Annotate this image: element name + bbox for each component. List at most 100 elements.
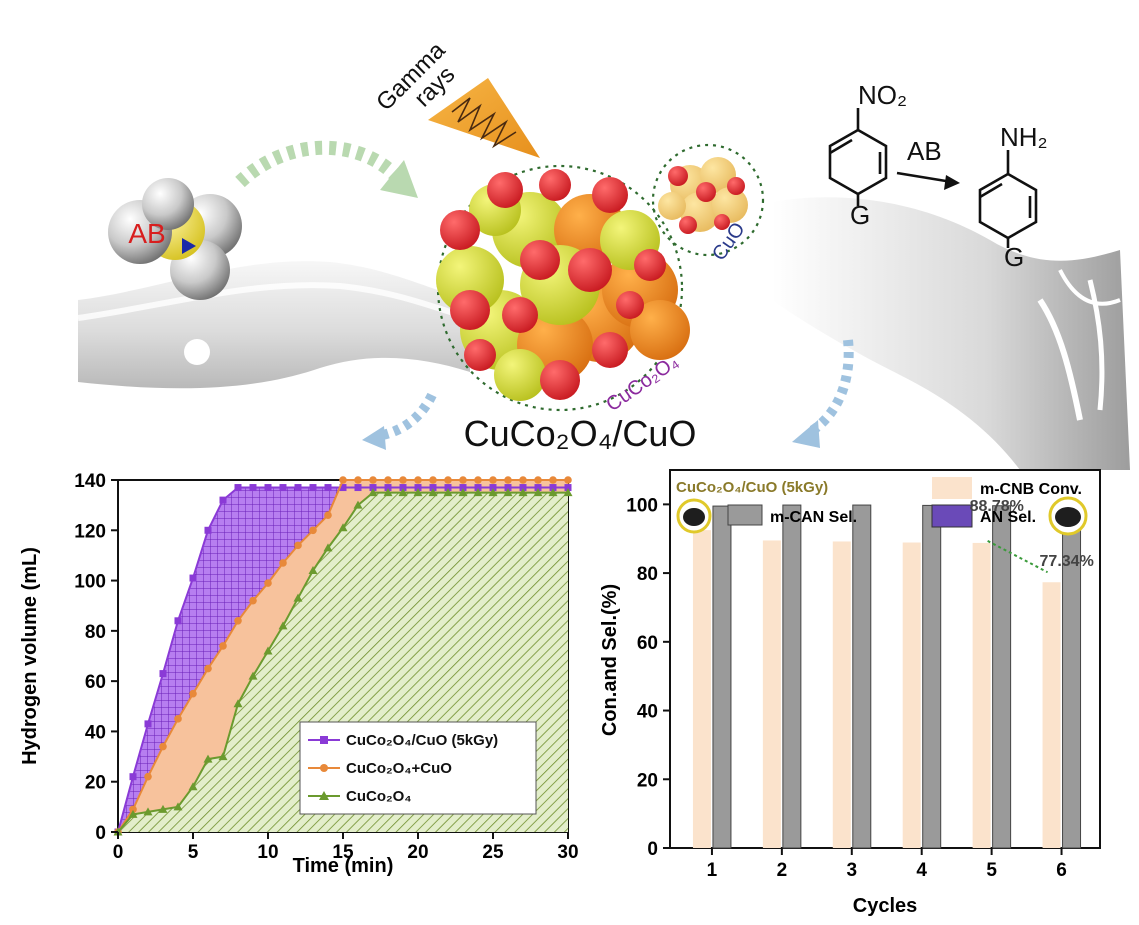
milk-stream-left	[77, 261, 471, 389]
chart1-point	[429, 476, 437, 484]
chart1-legend: CuCo₂O₄/CuO (5kGy) CuCo₂O₄+CuO CuCo₂O₄	[299, 721, 537, 815]
chart2-legend: CuCo₂O₄/CuO (5kGy) m-CAN Sel. m-CNB Conv. A…	[676, 477, 1088, 536]
dashed-arrow-green	[235, 140, 418, 198]
chart1-point	[384, 484, 392, 492]
chart1-point	[489, 484, 497, 492]
chart1-point	[368, 488, 378, 497]
substituent-g-right: G	[1004, 242, 1024, 272]
chart1-point	[383, 488, 393, 497]
dashed-arrow-blue-left	[362, 392, 437, 450]
chart1-y-tick-label: 120	[74, 521, 106, 542]
chart1-point	[429, 484, 437, 492]
chart2-bar-selectivity	[782, 504, 802, 849]
chart1-point	[413, 488, 423, 497]
chart1-point	[159, 670, 167, 678]
dashed-arrow-blue-right	[792, 339, 854, 448]
chart1-point	[549, 476, 557, 484]
ab-label: AB	[128, 218, 165, 249]
chart2-bar-conversion	[762, 540, 781, 848]
chart1-legend-label: CuCo₂O₄+CuO	[346, 760, 452, 777]
chart1-legend-label: CuCo₂O₄	[346, 788, 411, 805]
chart1-point	[203, 754, 213, 763]
annotation-trend-arrow	[987, 540, 1049, 574]
chart2-legend-swatch-conversion	[932, 477, 972, 499]
chart2-bar-selectivity	[992, 505, 1012, 849]
chart2-x-tick-label: 3	[846, 860, 857, 881]
chart1-point	[173, 802, 183, 811]
chart1-y-tick-label: 0	[95, 823, 106, 844]
chart2-y-tick-label: 80	[637, 564, 658, 585]
chart1-point	[204, 664, 212, 673]
chart1-point	[534, 484, 542, 492]
chart2-bar-selectivity	[922, 504, 942, 849]
chart2-bar-selectivity	[712, 505, 732, 849]
catalyst-particle-image-right-core	[1055, 507, 1081, 527]
chart1-x-tick-label: 30	[557, 842, 578, 863]
chart1-point	[279, 559, 287, 567]
chart1-point	[474, 484, 482, 492]
chart2-legend-swatch-an	[931, 504, 973, 528]
chart2-x-axis-label: Cycles	[853, 895, 918, 917]
chart1-point	[158, 804, 168, 813]
chart2-bar-conversion	[1042, 582, 1061, 848]
chart1-point	[128, 809, 138, 818]
chart1-point	[339, 484, 347, 492]
chart2-legend-swatch-selectivity	[727, 504, 763, 526]
chart1-point	[474, 476, 482, 484]
chart1-legend-marker	[320, 764, 328, 772]
chart1-x-tick-label: 20	[407, 842, 428, 863]
chart1-point	[399, 476, 407, 484]
chart1-point	[459, 476, 467, 484]
chart1-x-tick-label: 5	[188, 842, 199, 863]
reagent-ab-label: AB	[907, 136, 942, 166]
chart1-point	[189, 574, 197, 582]
chart1-point	[549, 484, 557, 492]
chart1-point	[563, 488, 573, 497]
chart1-point	[369, 484, 377, 492]
amino-group-label: NH₂	[1000, 122, 1048, 152]
nitro-group-label: NO₂	[858, 80, 907, 110]
chart1-point	[353, 500, 363, 509]
chart1-point	[189, 689, 197, 698]
chart1-point	[174, 617, 182, 625]
chart1-point	[249, 484, 257, 492]
chart1-point	[218, 752, 228, 761]
chart1-point	[459, 484, 467, 492]
chart1-point	[519, 484, 527, 492]
chart1-point	[444, 476, 452, 484]
chart1-point	[174, 715, 182, 723]
chart2-x-tick-label: 4	[916, 860, 927, 881]
chart1-point	[443, 488, 453, 497]
chart1-point	[354, 484, 362, 492]
chart1-point	[264, 579, 272, 587]
chart1-point	[473, 488, 483, 497]
chart2-x-tick-label: 2	[777, 860, 788, 881]
chart1-legend-label: CuCo₂O₄/CuO (5kGy)	[346, 732, 498, 749]
chart1-point	[264, 484, 272, 492]
chart1-point	[278, 621, 288, 630]
chart1-point	[188, 782, 198, 791]
chart2-y-tick-label: 60	[637, 633, 658, 654]
cuco2o4-nanocluster	[436, 164, 690, 412]
chart2-annotations: 88.78% 77.34%	[970, 498, 1094, 574]
chart1-point	[518, 488, 528, 497]
chart1-y-tick-label: 40	[85, 722, 106, 743]
chart1-x-axis-label: Time (min)	[293, 855, 394, 877]
chart1-point	[534, 476, 542, 484]
chart1-point	[144, 720, 152, 728]
chart1-y-tick-label: 100	[74, 572, 106, 593]
chart1-point	[144, 772, 152, 781]
chart2-x-tick-label: 1	[707, 860, 718, 881]
milk-stream-right	[772, 197, 1130, 471]
chart1-point	[339, 476, 347, 484]
annotation-cycle6: 77.34%	[1040, 553, 1094, 570]
chart1-point	[159, 742, 167, 751]
chart1-point	[249, 596, 257, 605]
chart1-point	[503, 488, 513, 497]
annotation-cycle5: 88.78%	[970, 498, 1024, 515]
chart2-bar-conversion	[972, 542, 991, 848]
chart1-legend-marker	[320, 736, 328, 744]
chart1-point	[294, 484, 302, 492]
chart1-point	[414, 476, 422, 484]
chart2-y-tick-label: 100	[626, 495, 658, 516]
